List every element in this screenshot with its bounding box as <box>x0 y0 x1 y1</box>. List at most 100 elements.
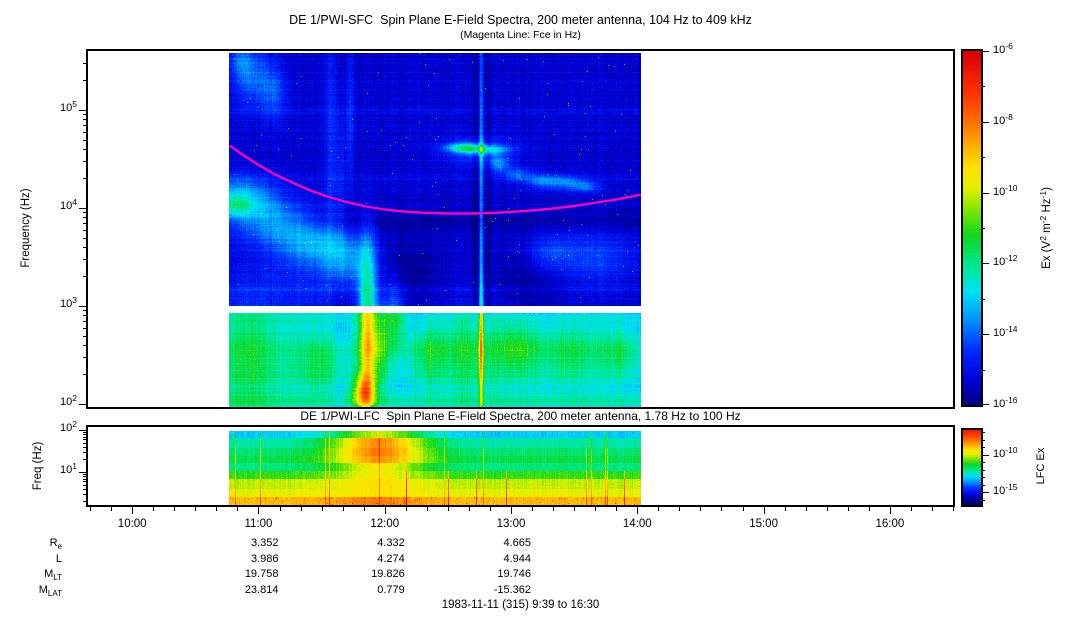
sfc-yaxis-label: Frequency (Hz) <box>20 188 32 268</box>
ephem-value: 4.274 <box>377 552 405 565</box>
xtick-minor <box>405 507 407 511</box>
xtick-major <box>384 507 386 514</box>
xtick-major <box>763 507 765 514</box>
xtick-minor <box>574 507 576 511</box>
xtick-minor <box>826 507 828 511</box>
xtick-minor <box>195 507 197 511</box>
ephem-row-label: MLT <box>44 568 62 582</box>
xtick-minor <box>300 507 302 511</box>
xtick-minor <box>700 507 702 511</box>
xtick-minor <box>363 507 365 511</box>
ephem-value: 19.826 <box>371 568 405 580</box>
ephem-value: 0.779 <box>377 583 405 596</box>
xtick-minor <box>216 507 218 511</box>
xtick-label: 14:00 <box>622 518 652 530</box>
xtick-minor <box>90 507 92 511</box>
xtick-minor <box>553 507 555 511</box>
ephem-value: 19.758 <box>244 568 279 580</box>
lfc-colorbar <box>961 428 983 507</box>
xtick-minor <box>468 507 470 511</box>
lfc-colorbar-label: LFC Ex <box>1035 447 1047 485</box>
sfc-ytick-label: 104 <box>60 197 77 212</box>
exponent: -10 <box>1005 182 1018 193</box>
subscript: e <box>57 542 62 551</box>
sfc-panel <box>86 49 955 409</box>
subscript: LT <box>53 573 62 582</box>
xtick-label: 12:00 <box>370 518 400 530</box>
xtick-minor <box>868 507 870 511</box>
xtick-minor <box>342 507 344 511</box>
ephem-value: -15.362 <box>493 583 532 596</box>
sfc-colorbar-canvas <box>963 51 981 405</box>
xtick-major <box>258 507 260 514</box>
sfc-ytick-label: 103 <box>60 295 77 310</box>
xtick-minor <box>111 507 113 511</box>
xtick-label: 10:00 <box>117 518 147 530</box>
sfc-cbtick-label: 10-8 <box>993 111 1013 127</box>
xtick-minor <box>931 507 933 511</box>
lfc-spectrogram-canvas <box>88 427 953 505</box>
xtick-minor <box>721 507 723 511</box>
ephem-value: 3.986 <box>250 552 279 565</box>
xtick-minor <box>321 507 323 511</box>
xtick-minor <box>658 507 660 511</box>
exponent: -12 <box>1005 253 1018 264</box>
sfc-colorbar-label: Ex (V2 m-2 Hz-1) <box>1038 187 1053 269</box>
xtick-label: 16:00 <box>875 518 905 530</box>
exponent: 5 <box>72 99 77 109</box>
xtick-minor <box>784 507 786 511</box>
ephem-row-label: MLAT <box>38 583 62 598</box>
xtick-minor <box>616 507 618 511</box>
exponent: 2 <box>72 393 77 403</box>
xtick-minor <box>805 507 807 511</box>
exponent: -16 <box>1005 395 1018 405</box>
sfc-cbtick-label: 10-6 <box>993 41 1013 56</box>
exponent: -8 <box>1005 111 1013 122</box>
xtick-minor <box>279 507 281 511</box>
sfc-colorbar <box>961 49 983 407</box>
xtick-minor <box>532 507 534 511</box>
sfc-spectrogram-canvas <box>88 51 953 407</box>
ephem-value: 4.665 <box>503 537 532 549</box>
lfc-yaxis-label: Freq (Hz) <box>32 441 44 491</box>
xtick-minor <box>742 507 744 511</box>
sfc-cbtick-label: 10-10 <box>993 182 1018 198</box>
subscript: LAT <box>47 588 62 598</box>
xtick-minor <box>174 507 176 511</box>
xtick-minor <box>489 507 491 511</box>
ephem-row-label: L <box>55 552 62 565</box>
exponent: 1 <box>72 461 77 471</box>
ephem-row-label: Re <box>49 537 62 551</box>
sfc-cbtick-label: 10-12 <box>993 253 1018 269</box>
sfc-cbtick-label: 10-14 <box>993 324 1018 340</box>
date-caption: 1983-11-11 (315) 9:39 to 16:30 <box>441 599 600 611</box>
exponent: 4 <box>72 197 77 207</box>
exponent: 2 <box>1038 236 1048 241</box>
ephem-value: 23.814 <box>244 583 279 596</box>
lfc-ytick-label: 101 <box>60 461 77 476</box>
sfc-cbtick-label: 10-16 <box>993 395 1018 410</box>
lfc-ytick-label: 102 <box>60 419 77 434</box>
exponent: -2 <box>1038 215 1048 224</box>
xtick-major <box>889 507 891 514</box>
xtick-minor <box>679 507 681 511</box>
exponent: -10 <box>1005 444 1018 455</box>
exponent: -1 <box>1038 190 1048 199</box>
xtick-minor <box>910 507 912 511</box>
xtick-minor <box>447 507 449 511</box>
lfc-panel <box>86 425 955 507</box>
ephem-value: 4.944 <box>503 552 532 565</box>
exponent: -15 <box>1005 482 1018 493</box>
exponent: 3 <box>72 295 77 305</box>
xtick-major <box>132 507 134 514</box>
ephem-value: 3.352 <box>250 537 279 549</box>
lfc-title: DE 1/PWI-LFC Spin Plane E-Field Spectra,… <box>300 409 741 423</box>
exponent: -14 <box>1005 324 1018 335</box>
xtick-minor <box>153 507 155 511</box>
exponent: 2 <box>72 419 77 429</box>
lfc-cbtick-label: 10-10 <box>993 444 1018 460</box>
xtick-minor <box>847 507 849 511</box>
xtick-label: 11:00 <box>244 518 273 530</box>
xtick-minor <box>426 507 428 511</box>
